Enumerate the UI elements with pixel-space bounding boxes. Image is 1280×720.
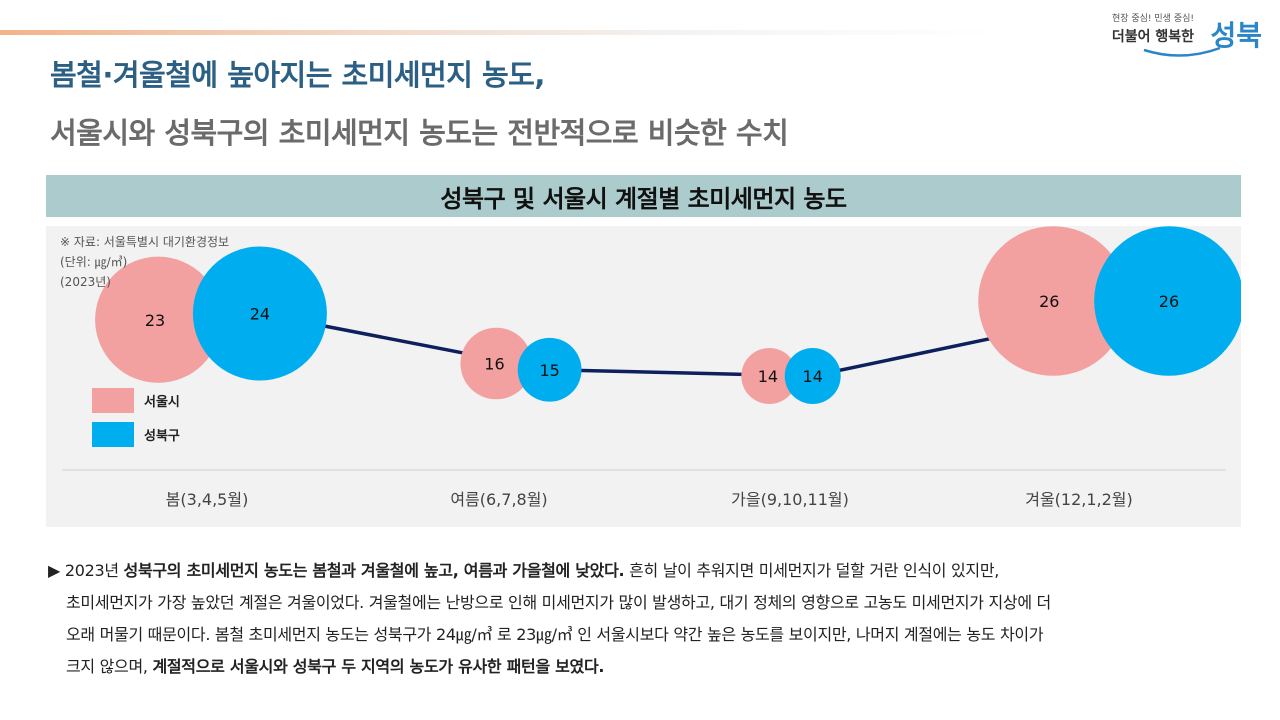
analysis-line-4-head: 크지 않으며, bbox=[66, 657, 153, 676]
bubble-seoul-2 bbox=[741, 348, 798, 404]
x-tick-label-3: 겨울(12,1,2월) bbox=[1025, 490, 1133, 509]
headline-secondary: 서울시와 성북구의 초미세먼지 농도는 전반적으로 비슷한 수치 bbox=[50, 116, 789, 150]
x-tick-label-2: 가을(9,10,11월) bbox=[731, 490, 849, 509]
data-label-seoul-0: 23 bbox=[145, 311, 165, 330]
analysis-line-3: 오래 머물기 때문이다. 봄철 초미세먼지 농도는 성북구가 24㎍/㎥ 로 2… bbox=[66, 625, 1044, 644]
analysis-line-1-tail: 흔히 날이 추워지면 미세먼지가 덜할 거란 인식이 있지만, bbox=[624, 561, 1000, 580]
analysis-year: 2023년 bbox=[64, 561, 124, 580]
bullet-marker: ▶ bbox=[48, 561, 61, 580]
analysis-conclusion: 계절적으로 서울시와 성북구 두 지역의 농도가 유사한 패턴을 보였다. bbox=[152, 657, 605, 676]
data-label-seongbuk-3: 26 bbox=[1159, 292, 1179, 311]
legend-label-seongbuk: 성북구 bbox=[144, 429, 180, 444]
data-label-seongbuk-1: 15 bbox=[539, 361, 559, 380]
data-label-seongbuk-0: 24 bbox=[250, 305, 270, 324]
year-line: (2023년) bbox=[60, 275, 111, 289]
legend-item-seongbuk: 성북구 bbox=[92, 422, 180, 447]
headline-primary: 봄철·겨울철에 높아지는 초미세먼지 농도, bbox=[50, 58, 545, 92]
legend-swatch-seoul bbox=[92, 388, 134, 413]
analysis-text: ▶ 2023년 성북구의 초미세먼지 농도는 봄철과 겨울철에 높고, 여름과 … bbox=[48, 555, 1248, 683]
chart-area: 23 24 16 15 14 14 26 26 봄(3,4,5월) 여름(6,7,8월) 가을(9,… bbox=[46, 226, 1241, 527]
data-label-seoul-1: 16 bbox=[484, 355, 504, 374]
x-tick-label-1: 여름(6,7,8월) bbox=[450, 490, 547, 509]
logo-subtitle: 더불어 행복한 bbox=[1111, 29, 1194, 45]
data-label-seongbuk-2: 14 bbox=[803, 367, 823, 386]
bubble-seongbuk-0 bbox=[192, 246, 327, 381]
seongbuk-logo: 현장 중심! 민생 중심! 더불어 행복한 성북 bbox=[1112, 8, 1262, 60]
legend-swatch-seongbuk bbox=[92, 422, 134, 447]
logo-wordmark: 성북 bbox=[1210, 19, 1262, 52]
bubble-seoul-3 bbox=[978, 226, 1128, 376]
bubble-chart: 23 24 16 15 14 14 26 26 봄(3,4,5월) 여름(6,7,8월) 가을(9,… bbox=[62, 226, 1241, 509]
chart-legend: 서울시 성북구 bbox=[92, 388, 180, 456]
data-label-seoul-3: 26 bbox=[1039, 292, 1059, 311]
legend-label-seoul: 서울시 bbox=[144, 395, 180, 410]
bubble-seongbuk-2 bbox=[784, 348, 841, 404]
logo-swoosh-icon bbox=[1143, 46, 1221, 57]
data-label-seoul-2: 14 bbox=[758, 367, 778, 386]
analysis-key-finding: 성북구의 초미세먼지 농도는 봄철과 겨울철에 높고, 여름과 가을철에 낮았다… bbox=[123, 561, 625, 580]
x-tick-label-0: 봄(3,4,5월) bbox=[166, 490, 249, 509]
chart-title: 성북구 및 서울시 계절별 초미세먼지 농도 bbox=[440, 184, 847, 213]
bubble-seoul-0 bbox=[95, 256, 222, 383]
analysis-line-1: ▶ 2023년 성북구의 초미세먼지 농도는 봄철과 겨울철에 높고, 여름과 … bbox=[48, 555, 1248, 587]
source-line: ※ 자료: 서울특별시 대기환경정보 bbox=[60, 235, 230, 249]
analysis-line-4: 크지 않으며, 계절적으로 서울시와 성북구 두 지역의 농도가 유사한 패턴을… bbox=[48, 651, 1248, 683]
unit-line: (단위: ㎍/㎥) bbox=[60, 255, 128, 269]
chart-title-bar: 성북구 및 서울시 계절별 초미세먼지 농도 bbox=[46, 175, 1241, 217]
bubble-seoul-1 bbox=[460, 327, 533, 400]
source-note: ※ 자료: 서울특별시 대기환경정보 (단위: ㎍/㎥) (2023년) bbox=[60, 232, 229, 292]
analysis-line-2: 초미세먼지가 가장 높았던 계절은 겨울이었다. 겨울철에는 난방으로 인해 미… bbox=[66, 593, 1051, 612]
legend-item-seoul: 서울시 bbox=[92, 388, 180, 413]
logo-slogan: 현장 중심! 민생 중심! bbox=[1111, 14, 1194, 24]
top-accent-bar bbox=[0, 30, 1000, 35]
bubble-seongbuk-3 bbox=[1094, 226, 1241, 376]
bubble-seongbuk-1 bbox=[517, 337, 582, 402]
